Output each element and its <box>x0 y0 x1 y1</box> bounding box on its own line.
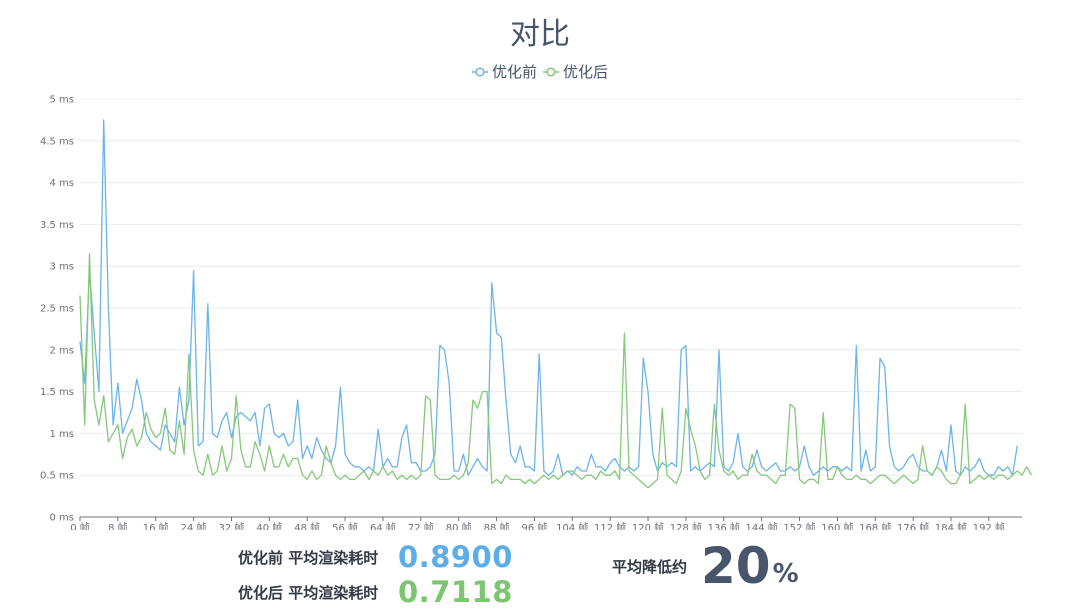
after-average-value: 0.7118 <box>398 575 513 609</box>
x-tick-label: 72 帧 <box>408 521 434 530</box>
y-tick-label: 2 ms <box>50 345 75 356</box>
x-tick-label: 112 帧 <box>594 521 626 530</box>
x-tick-label: 40 帧 <box>256 521 282 530</box>
x-tick-label: 128 帧 <box>670 521 702 530</box>
y-tick-label: 0.5 ms <box>40 471 74 482</box>
y-tick-label: 5 ms <box>50 95 75 106</box>
x-tick-label: 136 帧 <box>708 521 740 530</box>
legend-item-after[interactable]: 优化后 <box>543 63 608 81</box>
legend-circle-icon <box>546 67 556 77</box>
x-tick-label: 0 帧 <box>70 521 90 530</box>
y-axis: 0 ms 0.5 ms 1 ms 1.5 ms 2 ms 2.5 ms 3 ms 3.5 ms… <box>40 95 74 524</box>
x-tick-label: 32 帧 <box>219 521 245 530</box>
legend-label: 优化前 <box>492 63 537 81</box>
x-tick-label: 160 帧 <box>821 521 853 530</box>
x-tick-label: 168 帧 <box>859 521 891 530</box>
y-tick-label: 1.5 ms <box>40 387 74 398</box>
y-tick-label: 0 ms <box>50 513 75 524</box>
y-tick-label: 1 ms <box>50 429 75 440</box>
before-average-row: 优化前 平均渲染耗时 0.8900 <box>238 540 513 574</box>
x-tick-label: 144 帧 <box>746 521 778 530</box>
x-tick-label: 48 帧 <box>294 521 320 530</box>
x-tick-label: 16 帧 <box>143 521 169 530</box>
y-tick-label: 4.5 ms <box>40 136 74 147</box>
comparison-chart: 对比 优化前 优化后 0 ms 0.5 ms 1 ms 1.5 ms 2 ms 2.5 ms… <box>40 17 1033 530</box>
x-tick-label: 192 帧 <box>973 521 1005 530</box>
y-tick-label: 4 ms <box>50 178 75 189</box>
reduction-label: 平均降低约 <box>612 557 688 576</box>
y-tick-label: 2.5 ms <box>40 304 74 315</box>
legend-item-before[interactable]: 优化前 <box>472 63 537 81</box>
series-line-after <box>79 253 1033 489</box>
x-tick-label: 24 帧 <box>181 521 207 530</box>
y-tick-label: 3.5 ms <box>40 220 74 231</box>
y-tick-label: 3 ms <box>50 262 75 273</box>
reduction-summary: 平均降低约 20 % <box>612 536 799 596</box>
before-average-value: 0.8900 <box>398 540 513 574</box>
after-average-row: 优化后 平均渲染耗时 0.7118 <box>238 575 513 609</box>
chart-title: 对比 <box>510 17 570 52</box>
x-tick-label: 120 帧 <box>632 521 664 530</box>
x-tick-label: 104 帧 <box>556 521 588 530</box>
before-average-label: 优化前 平均渲染耗时 <box>238 548 379 567</box>
series-layer <box>79 119 1033 489</box>
x-tick-label: 56 帧 <box>332 521 358 530</box>
x-tick-label: 184 帧 <box>935 521 967 530</box>
x-axis: 0 帧 8 帧 16 帧 24 帧 32 帧 40 帧 48 帧 56 帧 64 帧 72 帧 80… <box>70 516 1022 530</box>
legend-label: 优化后 <box>563 63 608 81</box>
x-tick-label: 88 帧 <box>484 521 510 530</box>
chart-grid <box>80 98 1022 476</box>
x-tick-label: 8 帧 <box>108 521 128 530</box>
x-tick-label: 176 帧 <box>897 521 929 530</box>
x-tick-label: 96 帧 <box>521 521 547 530</box>
x-tick-label: 152 帧 <box>783 521 815 530</box>
reduction-unit: % <box>772 559 799 589</box>
series-line-before <box>79 119 1018 476</box>
reduction-value: 20 <box>701 537 771 595</box>
x-tick-label: 80 帧 <box>446 521 472 530</box>
x-tick-label: 64 帧 <box>370 521 396 530</box>
chart-legend[interactable]: 优化前 优化后 <box>472 63 608 81</box>
legend-circle-icon <box>475 67 485 77</box>
after-average-label: 优化后 平均渲染耗时 <box>238 583 379 602</box>
